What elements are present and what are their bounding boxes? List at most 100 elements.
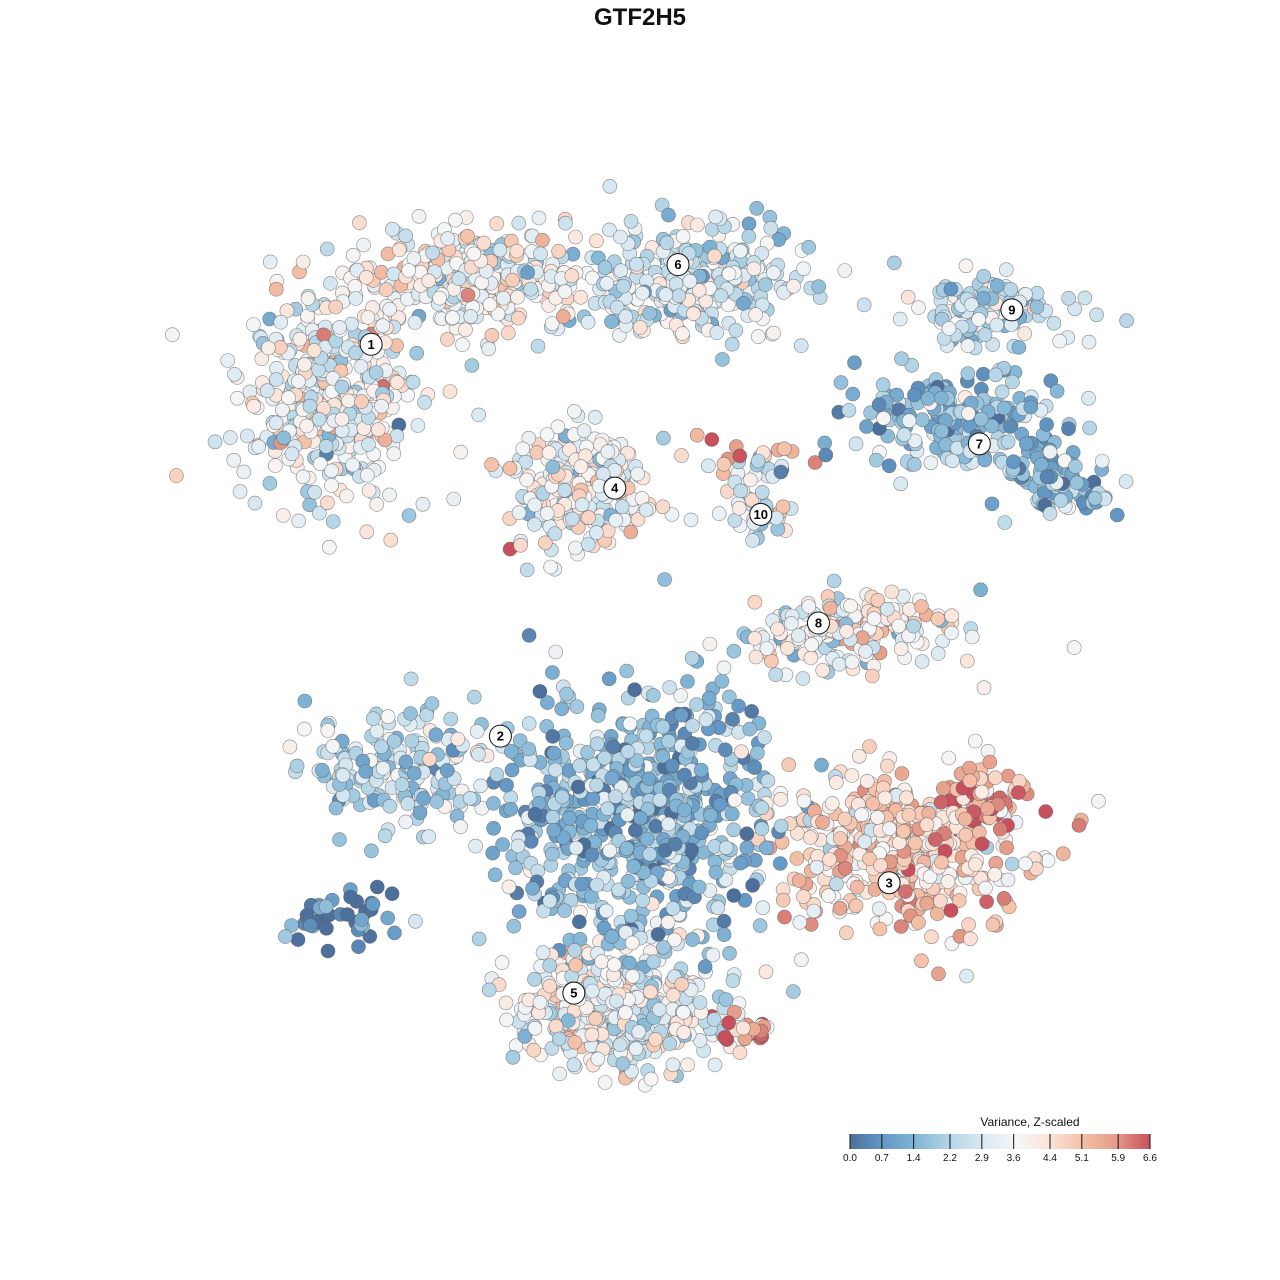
data-point <box>902 602 917 617</box>
data-point <box>1077 290 1093 306</box>
data-point <box>718 992 734 1007</box>
data-point <box>868 452 884 468</box>
data-point <box>623 214 639 229</box>
data-point <box>440 231 456 246</box>
data-point <box>711 506 727 521</box>
data-point <box>537 535 553 551</box>
data-point <box>382 301 398 317</box>
data-point <box>318 439 334 454</box>
cluster-label-9: 9 <box>1000 298 1024 322</box>
data-point <box>721 266 737 282</box>
data-point <box>726 643 742 659</box>
data-point <box>421 829 437 844</box>
data-point <box>583 818 599 834</box>
data-point <box>754 821 770 837</box>
data-point <box>529 445 545 460</box>
data-point <box>906 618 921 634</box>
data-point <box>261 340 276 356</box>
data-point <box>725 711 740 727</box>
data-point <box>568 540 583 556</box>
data-point <box>284 446 300 462</box>
data-point <box>447 212 463 228</box>
data-point <box>602 179 618 194</box>
data-point <box>815 814 830 830</box>
data-point <box>900 289 916 305</box>
data-point <box>864 668 880 684</box>
data-point <box>325 738 341 754</box>
data-point <box>300 291 316 306</box>
data-point <box>773 791 789 807</box>
data-point <box>619 663 635 679</box>
data-point <box>725 973 741 989</box>
data-point <box>316 327 331 343</box>
data-point <box>443 711 459 727</box>
data-point <box>726 822 741 838</box>
data-point <box>845 386 861 402</box>
data-point <box>633 810 648 826</box>
chart-title: GTF2H5 <box>593 4 686 31</box>
data-point <box>525 881 540 896</box>
data-point <box>642 846 658 862</box>
data-point <box>469 724 485 739</box>
data-point <box>716 913 732 929</box>
data-point <box>391 242 407 258</box>
data-point <box>629 753 645 768</box>
data-point <box>675 326 690 341</box>
data-point <box>795 671 811 686</box>
data-point <box>964 297 979 313</box>
data-point <box>733 243 748 259</box>
data-point <box>933 390 949 406</box>
data-point <box>394 777 410 792</box>
data-point <box>406 766 422 781</box>
data-point <box>562 810 577 826</box>
data-point <box>324 478 339 493</box>
data-point <box>944 608 959 624</box>
data-point <box>742 721 758 737</box>
data-point <box>424 696 440 711</box>
colorbar-tick-label: 5.1 <box>1074 1153 1089 1164</box>
data-point <box>511 505 527 521</box>
data-point <box>708 865 724 880</box>
data-point <box>1061 290 1076 306</box>
data-point <box>559 686 574 702</box>
data-point <box>655 499 671 515</box>
data-point <box>823 600 838 616</box>
data-point <box>793 952 809 968</box>
data-point <box>684 650 700 666</box>
data-point <box>354 912 369 927</box>
data-point <box>354 394 369 409</box>
data-point <box>642 305 657 321</box>
data-point <box>513 537 528 553</box>
data-point <box>750 329 766 344</box>
data-point <box>648 818 664 834</box>
data-point <box>643 1071 659 1087</box>
data-point <box>1010 785 1026 800</box>
data-point <box>973 411 989 427</box>
data-point <box>718 840 734 856</box>
data-point <box>1019 436 1034 452</box>
data-point <box>273 314 289 330</box>
data-point <box>662 680 677 695</box>
data-point <box>923 455 939 471</box>
data-point <box>848 898 864 914</box>
data-point <box>718 872 734 888</box>
data-point <box>963 931 978 947</box>
data-point <box>668 276 684 292</box>
data-point <box>650 927 666 942</box>
colorbar-tick-label: 6.6 <box>1143 1153 1157 1164</box>
data-point <box>1066 640 1082 655</box>
data-point <box>620 807 635 823</box>
data-point <box>665 987 681 1003</box>
data-point <box>893 919 909 934</box>
data-point <box>494 955 510 970</box>
data-point <box>207 434 223 450</box>
data-point <box>914 654 930 669</box>
data-point <box>951 893 967 908</box>
data-point <box>275 508 291 523</box>
data-point <box>728 323 744 338</box>
data-point <box>375 760 391 776</box>
data-point <box>960 338 976 354</box>
data-point <box>976 680 992 696</box>
cluster-label-10: 10 <box>749 502 773 526</box>
data-point <box>358 764 374 779</box>
